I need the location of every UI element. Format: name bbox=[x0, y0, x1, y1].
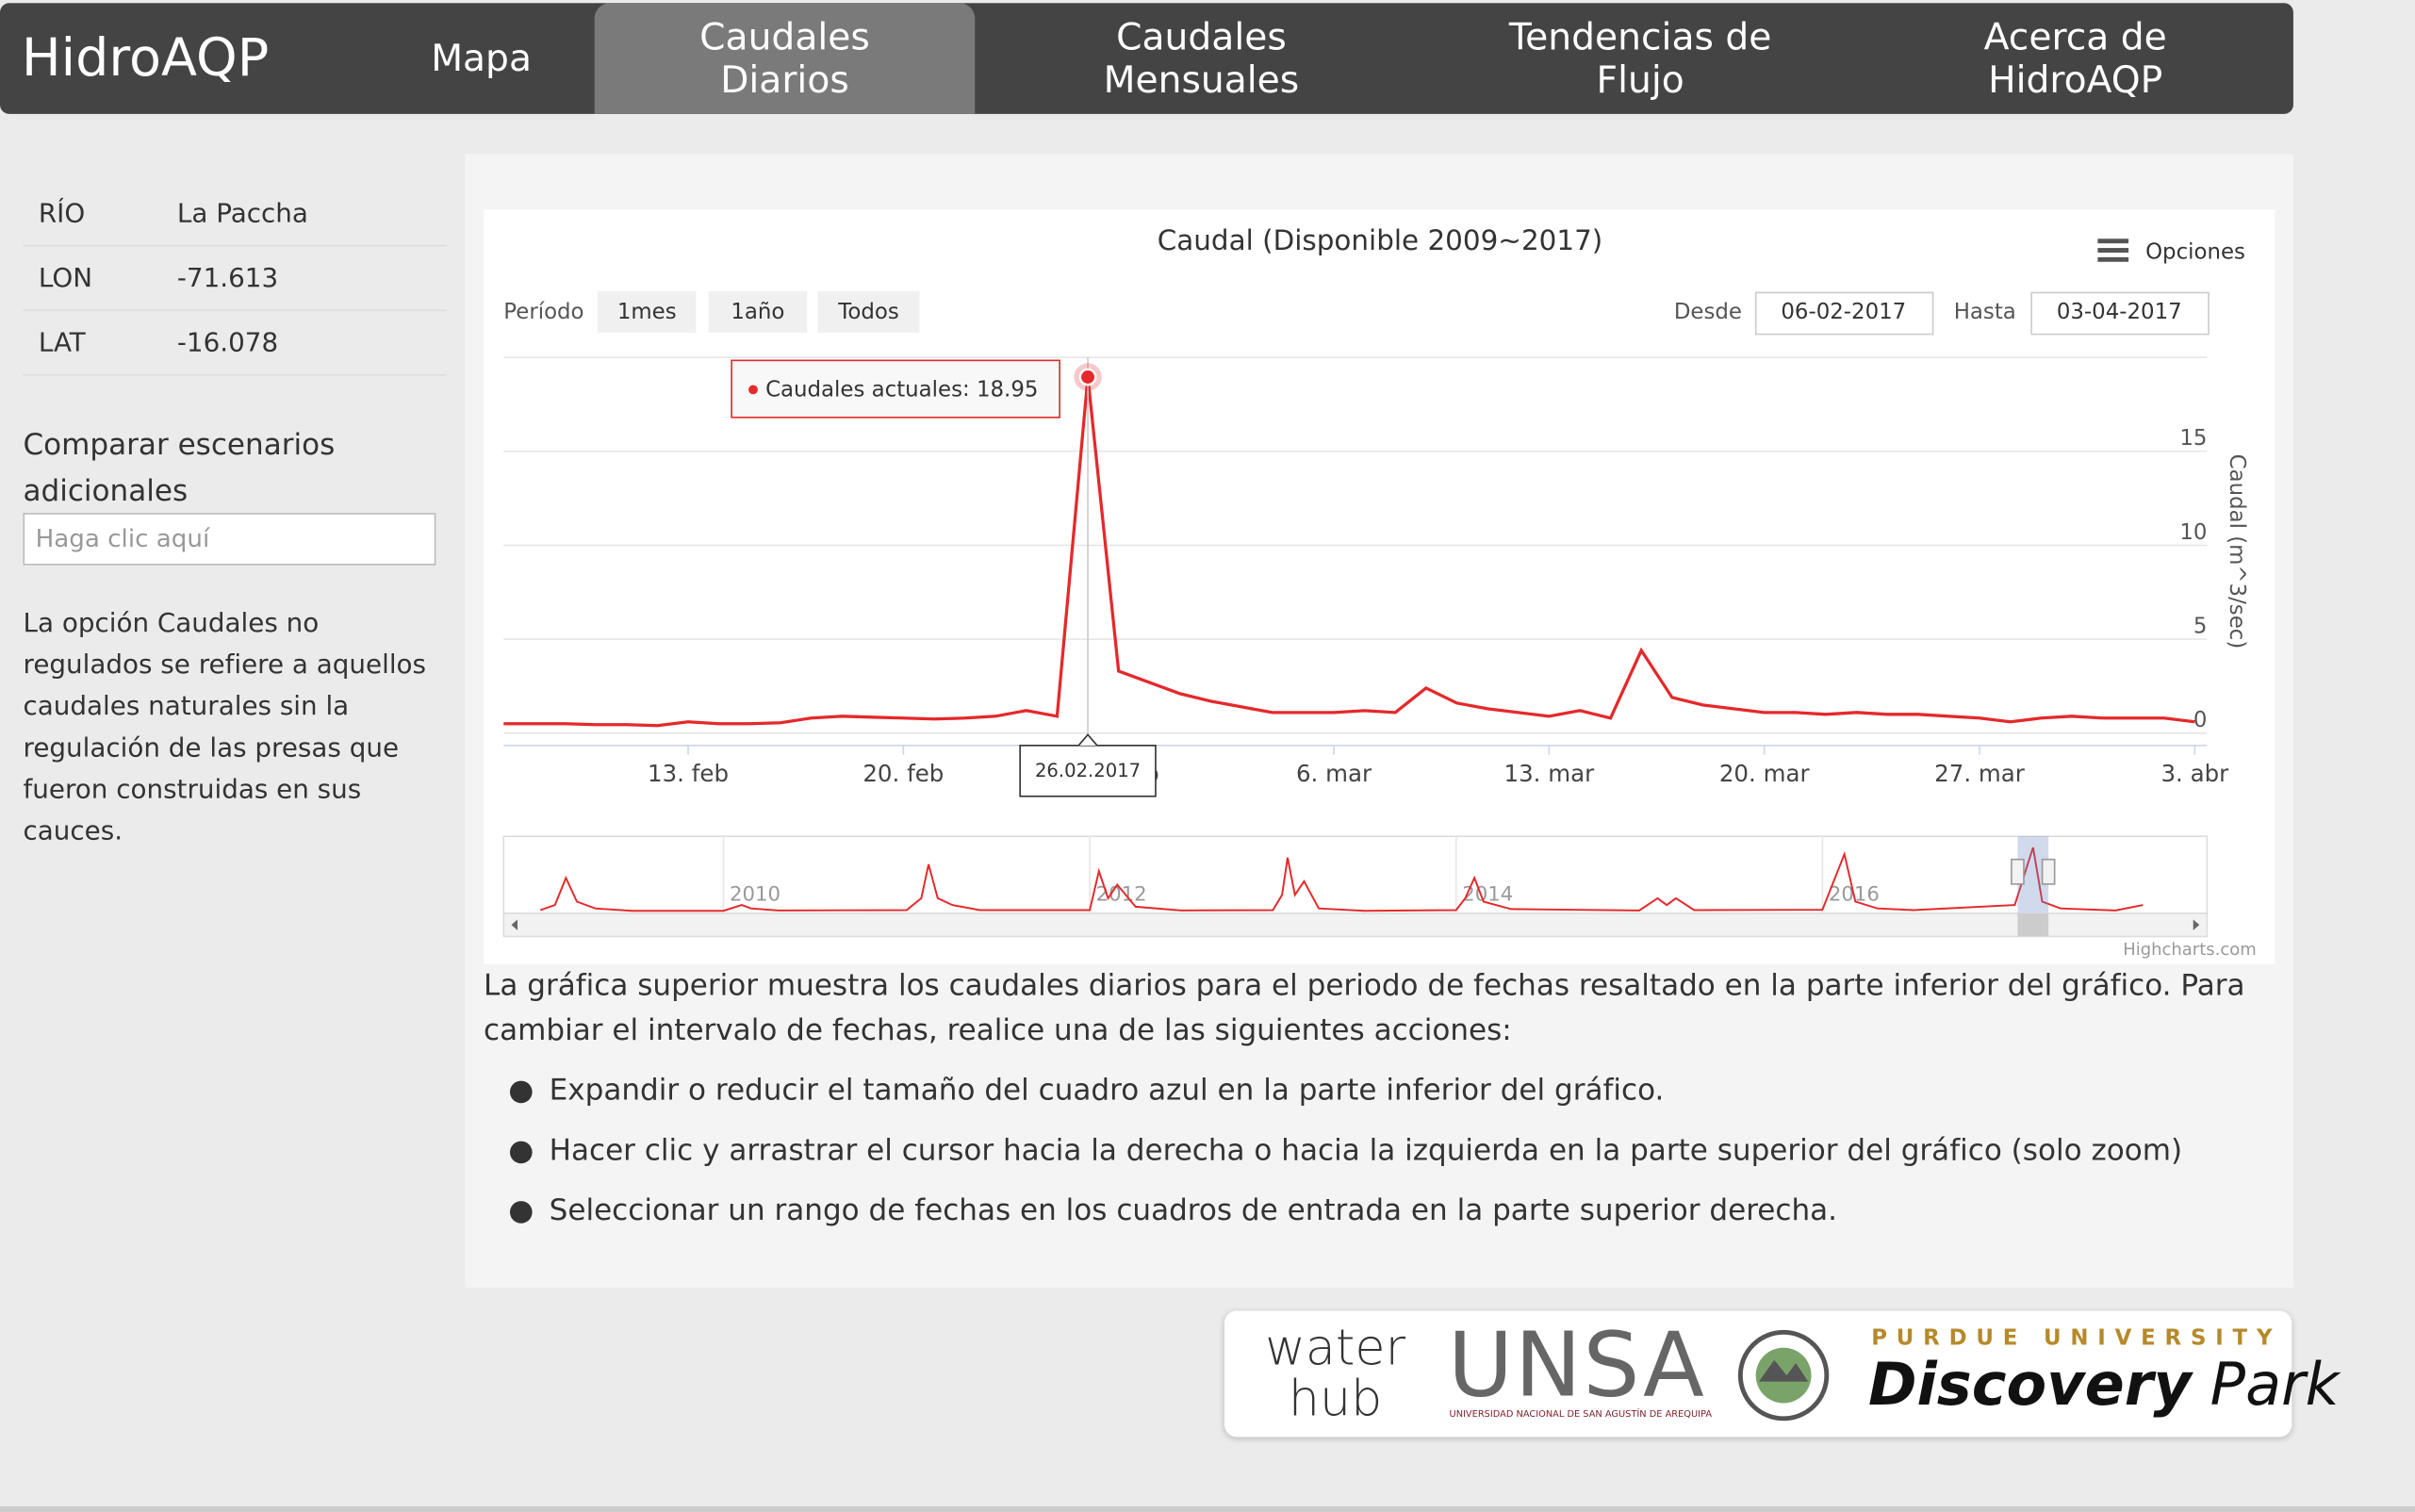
y-tick-label: 5 bbox=[2193, 615, 2208, 639]
tooltip-value: 18.95 bbox=[977, 377, 1038, 402]
from-input[interactable] bbox=[1754, 291, 1934, 336]
bullet: ● Hacer clic y arrastrar el cursor hacia … bbox=[508, 1129, 2264, 1190]
series-line bbox=[503, 376, 2195, 728]
nav-item[interactable]: Mapa bbox=[431, 37, 532, 80]
info-value: -16.078 bbox=[176, 328, 279, 359]
nav-item[interactable]: Acerca de HidroAQP bbox=[1983, 15, 2167, 102]
menu-icon bbox=[2097, 256, 2129, 262]
brand[interactable]: HidroAQP bbox=[21, 27, 270, 90]
unsa-logo: UNSA bbox=[1447, 1312, 1706, 1418]
y-tick-label: 0 bbox=[2193, 708, 2208, 732]
navigator-handle[interactable] bbox=[2041, 858, 2056, 885]
x-tick-label: 3. abr bbox=[2160, 760, 2229, 787]
chart-title: Caudal (Disponible 2009~2017) bbox=[1158, 224, 1603, 256]
navigator-handle[interactable] bbox=[2011, 858, 2025, 885]
date-label: 26.02.2017 bbox=[1035, 760, 1141, 781]
from-value[interactable]: 06-02-2017 bbox=[1781, 300, 1906, 324]
y-tick-label: 10 bbox=[2179, 520, 2207, 545]
to-label: Hasta bbox=[1954, 300, 2016, 324]
info-value: -71.613 bbox=[176, 263, 279, 295]
x-tick-label: 20. feb bbox=[862, 760, 944, 787]
bullet-dot: ● bbox=[508, 1073, 534, 1108]
bullet-list: ● Expandir o reducir el tamaño del cuadro… bbox=[508, 1069, 2264, 1249]
date-label-arrow bbox=[1077, 733, 1098, 747]
x-tick-label: 13. feb bbox=[648, 760, 729, 787]
scroll-left[interactable] bbox=[511, 919, 518, 930]
unsa-subtitle: UNIVERSIDAD NACIONAL DE SAN AGUSTÍN DE A… bbox=[1449, 1409, 1713, 1421]
bullet-text: Expandir o reducir el tamaño del cuadro … bbox=[549, 1073, 1665, 1108]
bullet-dot: ● bbox=[508, 1133, 534, 1168]
chart-container: Caudal (Disponible 2009~2017) Opciones P… bbox=[484, 209, 2275, 964]
menu-label: Opciones bbox=[2145, 239, 2245, 264]
nav-item[interactable]: Tendencias de Flujo bbox=[1508, 15, 1772, 102]
info-row: LON -71.613 bbox=[23, 245, 447, 312]
info-label: LAT bbox=[38, 328, 86, 359]
description: La gráfica superior muestra los caudales… bbox=[484, 968, 2245, 1048]
range-button[interactable] bbox=[597, 290, 697, 333]
y-axis-title: Caudal (m^3/sec) bbox=[2225, 454, 2249, 649]
purdue-label: PURDUE UNIVERSITY bbox=[1871, 1325, 2282, 1351]
sidebar-note: La opción Caudales no regulados se refie… bbox=[23, 608, 427, 847]
bullet-dot: ● bbox=[508, 1193, 534, 1228]
x-tick-label: 20. mar bbox=[1719, 760, 1811, 787]
x-tick-label: 13. mar bbox=[1503, 760, 1595, 787]
date-label-box bbox=[1019, 745, 1157, 797]
x-tick-label: 6. mar bbox=[1296, 760, 1372, 787]
bullet: ● Seleccionar un rango de fechas en los c… bbox=[508, 1189, 2264, 1249]
range-label: Período bbox=[503, 300, 583, 324]
navigator: 2010 2012 2014 2016 bbox=[539, 836, 2144, 913]
navigator-tick-label: 2010 bbox=[730, 882, 780, 906]
info-row: LAT -16.078 bbox=[23, 309, 447, 376]
menu-icon bbox=[2097, 248, 2129, 253]
logos: water hub UNSA UNIVERSIDAD NACIONAL DE SA… bbox=[1224, 1310, 2340, 1438]
range-button[interactable] bbox=[708, 290, 808, 333]
bullet-text: Seleccionar un rango de fechas en los cu… bbox=[549, 1193, 1838, 1228]
footer-bar bbox=[0, 1505, 2415, 1512]
nav-item[interactable]: Caudales Diarios bbox=[594, 3, 976, 114]
menu-icon bbox=[2097, 238, 2129, 244]
logo-text: Park bbox=[2210, 1350, 2340, 1419]
scrollbar-track[interactable] bbox=[502, 912, 2209, 938]
to-input[interactable] bbox=[2030, 291, 2210, 336]
nav-item[interactable]: Caudales Mensuales bbox=[1103, 15, 1300, 102]
tooltip-box bbox=[731, 359, 1060, 419]
tooltip-dot bbox=[748, 385, 758, 395]
menu-button[interactable]: Opciones bbox=[2097, 238, 2245, 264]
info-row: RÍO La Paccha bbox=[23, 180, 447, 247]
info-label: RÍO bbox=[38, 198, 86, 230]
range-button-label[interactable]: 1mes bbox=[617, 300, 677, 324]
info-value: La Paccha bbox=[176, 198, 308, 230]
bullet-text: Hacer clic y arrastrar el cursor hacia l… bbox=[549, 1133, 2183, 1168]
range-button[interactable] bbox=[817, 290, 920, 333]
compare-label: Comparar escenarios adicionales bbox=[23, 428, 336, 509]
discovery-park-logo: Discovery Park bbox=[1868, 1351, 2340, 1419]
navigator-line bbox=[539, 846, 2144, 912]
logo-text: Discovery bbox=[1867, 1350, 2192, 1419]
scrollbar-thumb[interactable] bbox=[2017, 912, 2049, 937]
credits[interactable]: Highcharts.com bbox=[2123, 940, 2256, 960]
bullet: ● Expandir o reducir el tamaño del cuadro… bbox=[508, 1069, 2264, 1129]
institute-seal bbox=[1737, 1329, 1830, 1422]
to-value[interactable]: 03-04-2017 bbox=[2057, 300, 2182, 324]
x-tick-label: 27. mar bbox=[1934, 760, 2026, 787]
info-label: LON bbox=[38, 263, 92, 295]
highlight-point bbox=[1078, 368, 1097, 386]
logo-text: hub bbox=[1288, 1369, 1383, 1428]
range-button-label[interactable]: 1año bbox=[731, 300, 784, 324]
from-label: Desde bbox=[1674, 300, 1742, 324]
waterhub-logo: water hub bbox=[1258, 1323, 1412, 1425]
range-button-label[interactable]: Todos bbox=[837, 300, 898, 324]
tooltip-series: Caudales actuales bbox=[765, 377, 962, 402]
tooltip-text: Caudales actuales: 18.95 bbox=[765, 377, 1038, 402]
scroll-right[interactable] bbox=[2193, 919, 2200, 930]
y-tick-label: 15 bbox=[2179, 426, 2207, 451]
navbar: HidroAQP Mapa Caudales Diarios Caudales … bbox=[0, 3, 2293, 114]
chart: Caudal (Disponible 2009~2017) Opciones P… bbox=[502, 224, 2257, 960]
compare-input[interactable]: Haga clic aquí bbox=[23, 513, 436, 566]
logo-text: water bbox=[1265, 1318, 1406, 1377]
